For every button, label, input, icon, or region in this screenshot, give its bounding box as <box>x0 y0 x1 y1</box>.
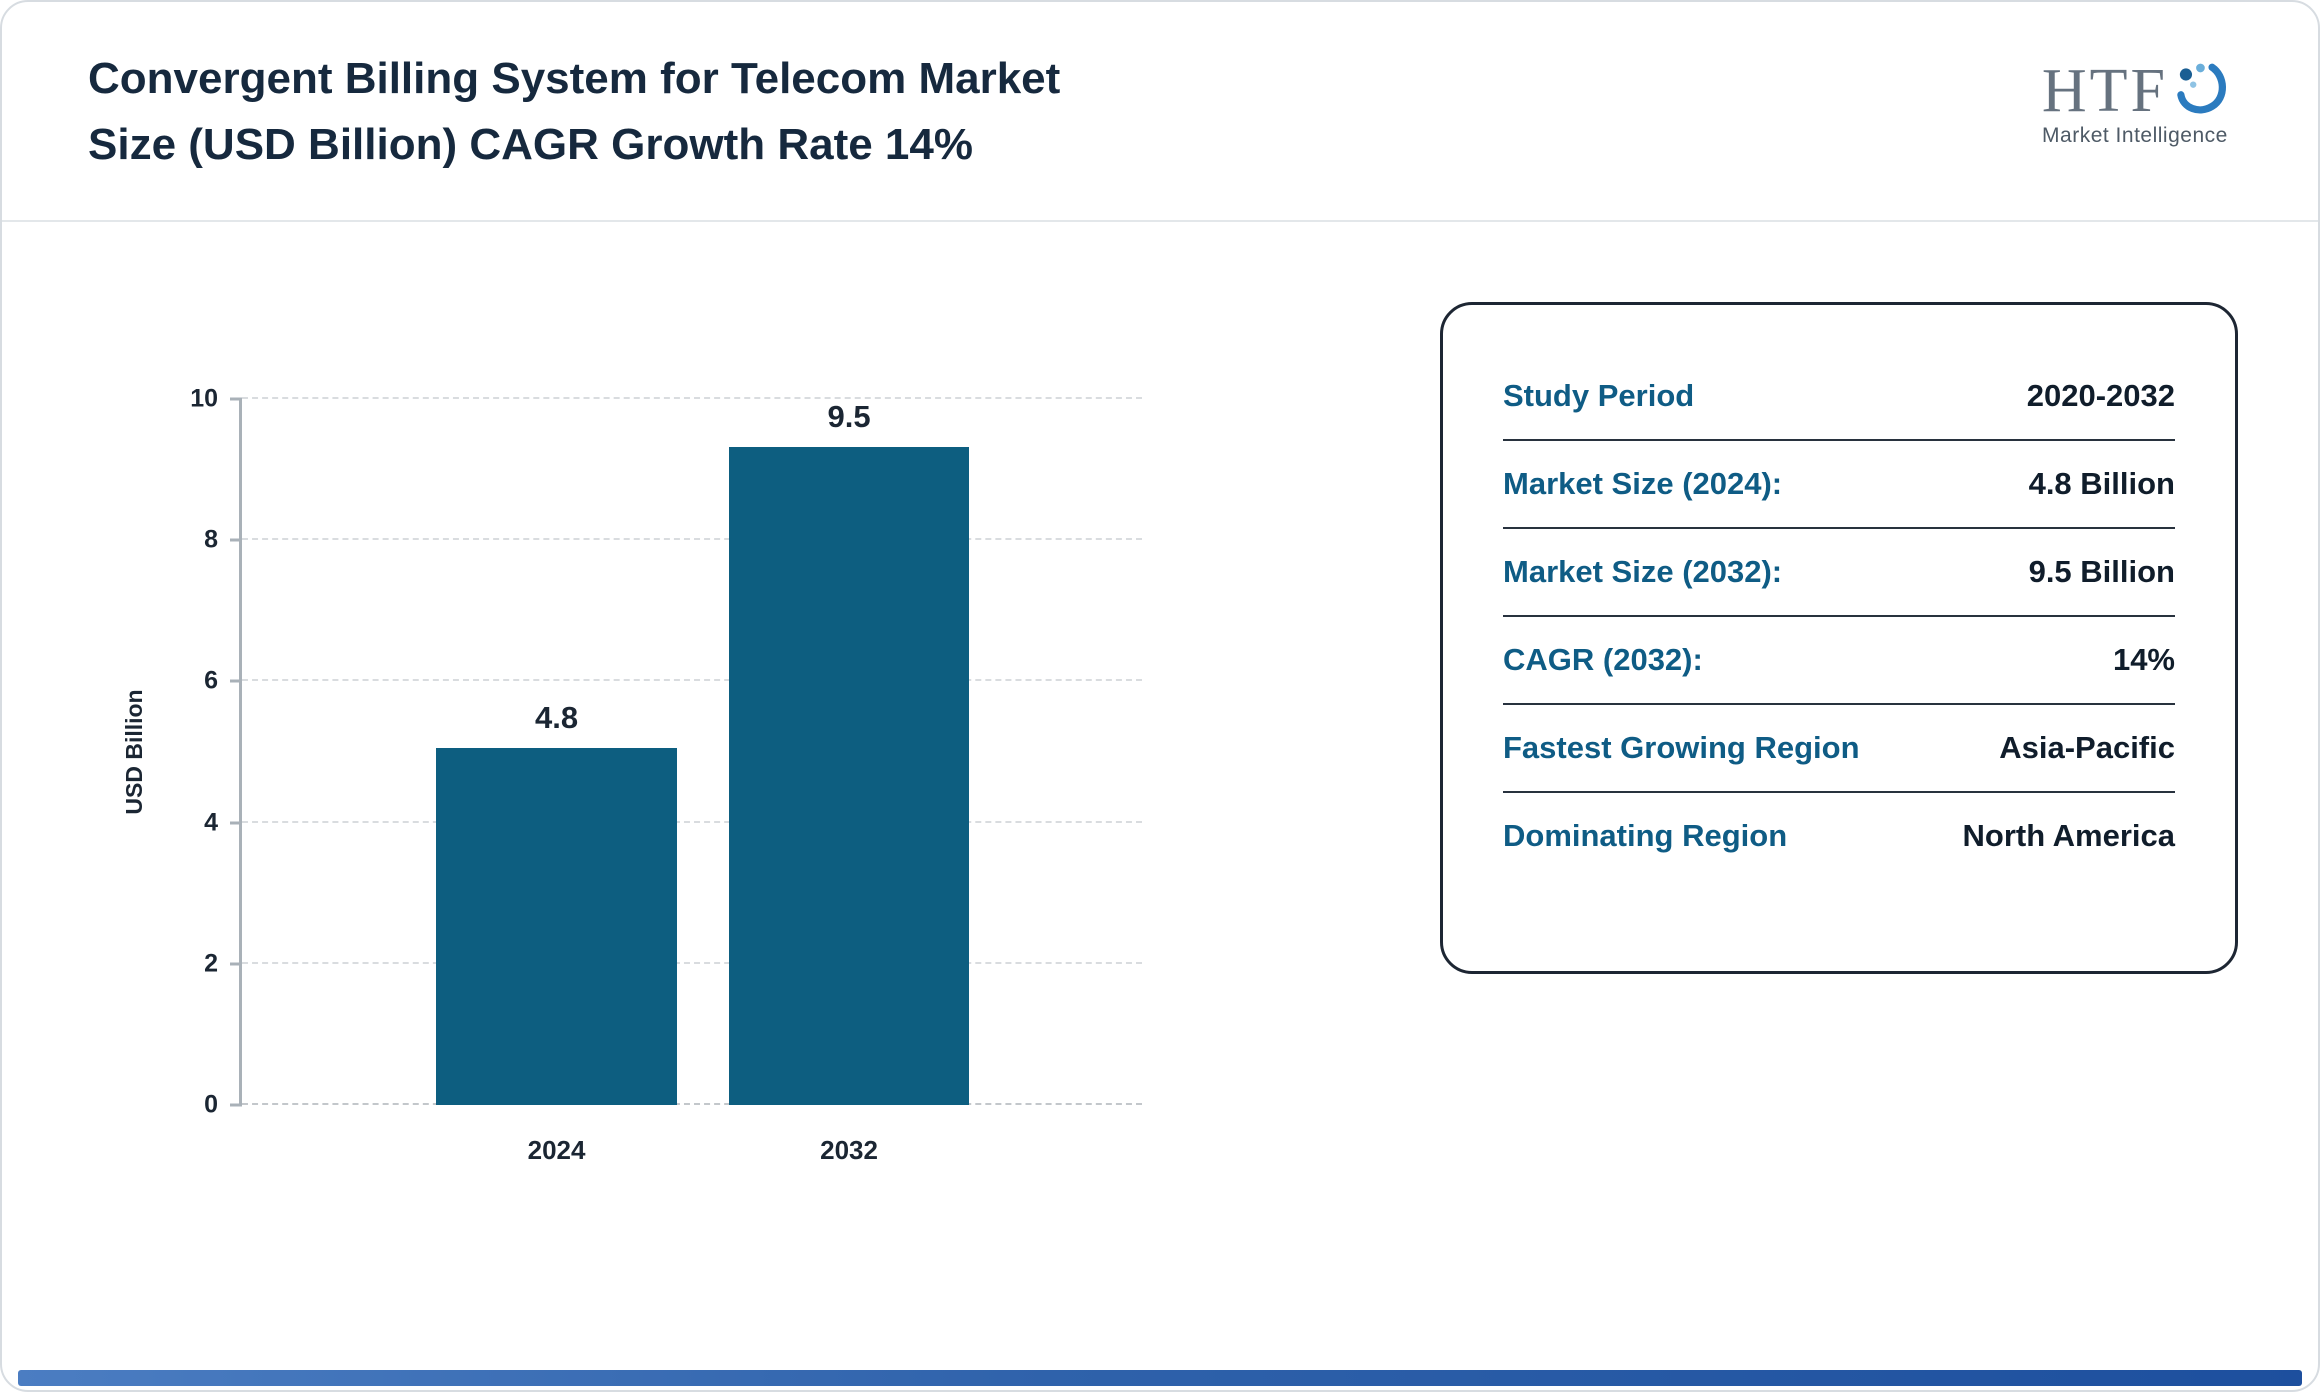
bar-2032 <box>728 447 970 1105</box>
y-tick-mark <box>230 538 242 542</box>
info-label: Market Size (2024): <box>1503 466 1783 501</box>
info-row-dominating-region: Dominating Region North America <box>1503 793 2175 879</box>
header: Convergent Billing System for Telecom Ma… <box>2 2 2318 222</box>
gridline <box>242 397 1142 399</box>
gridline <box>242 961 1142 964</box>
y-tick-label: 2 <box>204 949 218 978</box>
info-value: Asia-Pacific <box>1999 730 2175 765</box>
info-value: 4.8 Billion <box>2028 466 2175 501</box>
info-value: 9.5 Billion <box>2028 554 2175 589</box>
gridline <box>242 820 1142 823</box>
bar-column-2032: 9.5 <box>728 399 970 1105</box>
y-axis-title: USD Billion <box>121 689 148 815</box>
info-row-fastest-growing-region: Fastest Growing Region Asia-Pacific <box>1503 705 2175 793</box>
y-tick-mark <box>230 962 242 966</box>
info-label: CAGR (2032): <box>1503 642 1703 677</box>
y-tick-label: 8 <box>204 525 218 554</box>
info-label: Study Period <box>1503 378 1695 413</box>
info-card: Study Period 2020-2032 Market Size (2024… <box>1440 302 2238 974</box>
market-intelligence-label: Market Intelligence <box>2042 124 2228 147</box>
footer-accent-bar <box>18 1370 2302 1386</box>
y-tick-label: 0 <box>204 1090 218 1119</box>
y-tick-label: 6 <box>204 666 218 695</box>
y-tick-label: 10 <box>190 384 218 413</box>
page-title: Convergent Billing System for Telecom Ma… <box>88 46 1060 178</box>
info-label: Dominating Region <box>1503 818 1788 853</box>
page-title-line2: Size (USD Billion) CAGR Growth Rate 14% <box>88 120 973 169</box>
y-tick-label: 4 <box>204 808 218 837</box>
bar-value-label: 9.5 <box>827 399 871 434</box>
page-title-line1: Convergent Billing System for Telecom Ma… <box>88 54 1061 103</box>
info-row-market-size-2032: Market Size (2032): 9.5 Billion <box>1503 529 2175 617</box>
info-label: Market Size (2032): <box>1503 554 1783 589</box>
x-tick-label-2024: 2024 <box>527 1135 586 1165</box>
info-row-cagr: CAGR (2032): 14% <box>1503 617 2175 705</box>
info-value: 2020-2032 <box>2026 378 2175 413</box>
bar-column-2024: 4.8 <box>436 399 677 1105</box>
gridline <box>242 679 1142 682</box>
bar-chart: USD Billion 0 2 4 6 8 10 4.8 9.5 202 <box>121 385 1142 1165</box>
y-tick-mark <box>230 821 242 825</box>
info-value: 14% <box>2112 642 2175 677</box>
bar-2024 <box>436 748 677 1105</box>
gridline <box>242 1103 1142 1105</box>
gridline <box>242 538 1142 541</box>
info-label: Fastest Growing Region <box>1503 730 1860 765</box>
brand-logo: HTF Market Intelligence <box>2042 60 2228 148</box>
y-tick-mark <box>230 1103 242 1107</box>
bar-value-label: 4.8 <box>534 700 579 736</box>
htf-logo-text: HTF <box>2041 57 2168 125</box>
x-tick-label-2032: 2032 <box>820 1135 878 1165</box>
logo-swoosh-icon <box>2170 60 2228 118</box>
info-row-market-size-2024: Market Size (2024): 4.8 Billion <box>1503 441 2175 529</box>
y-tick-mark <box>230 679 242 683</box>
y-tick-mark <box>230 397 242 401</box>
info-value: North America <box>1962 818 2175 853</box>
info-row-study-period: Study Period 2020-2032 <box>1503 353 2175 441</box>
